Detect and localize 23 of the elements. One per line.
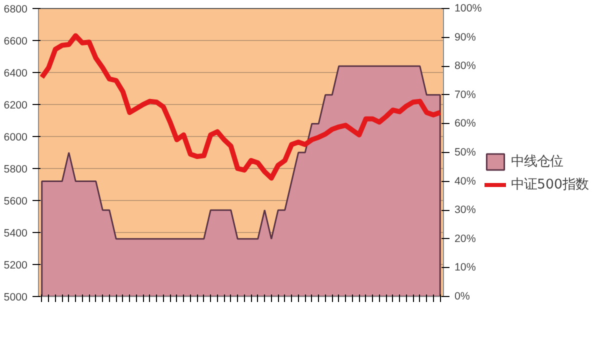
y-tick-label: 6400 [4, 68, 28, 80]
legend-label: 中线仓位 [511, 153, 563, 170]
y2-tick-label: 60% [454, 118, 476, 130]
y2-tick-label: 40% [454, 175, 476, 188]
y2-tick-label: 10% [454, 262, 476, 274]
y-tick-label: 5000 [4, 292, 28, 304]
legend-label: 中证500指数 [511, 176, 588, 194]
y-tick-label: 5800 [4, 164, 28, 176]
y-tick-label: 6000 [4, 132, 28, 144]
y-tick-label: 5600 [4, 196, 28, 208]
y2-tick-label: 100% [454, 2, 482, 14]
y2-tick-label: 50% [454, 146, 476, 158]
y-tick-label: 6600 [4, 36, 28, 48]
y-tick-label: 5200 [4, 260, 28, 272]
y2-tick-label: 0% [454, 290, 470, 302]
y2-tick-label: 70% [454, 88, 476, 101]
y2-tick-label: 30% [454, 204, 476, 216]
y-tick-label: 6800 [4, 4, 28, 16]
y2-tick-label: 80% [454, 60, 476, 72]
y2-tick-label: 90% [454, 31, 476, 44]
y-tick-label: 6200 [4, 100, 28, 112]
y-tick-label: 5400 [4, 228, 28, 240]
y2-tick-label: 20% [454, 232, 476, 245]
